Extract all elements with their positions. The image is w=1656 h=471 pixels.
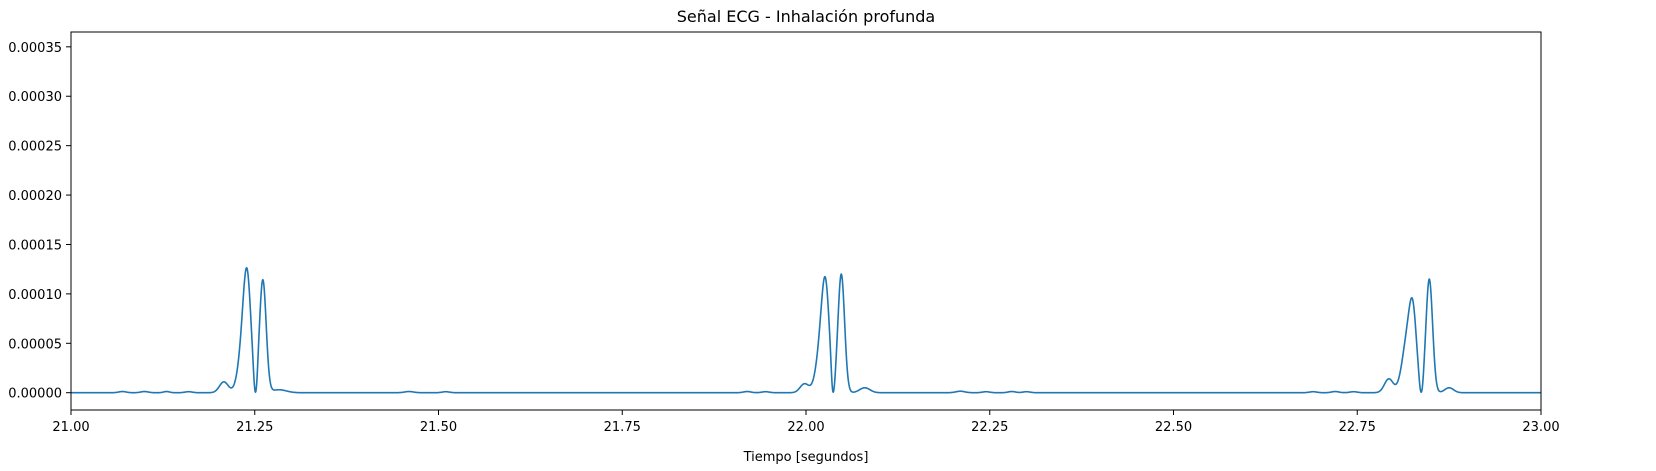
x-tick-label: 22.25 (971, 420, 1008, 435)
x-tick-label: 23.00 (1522, 420, 1559, 435)
plot-frame (70, 31, 1542, 411)
y-tick-label: 0.00005 (8, 337, 62, 352)
x-tick-label: 22.50 (1155, 420, 1192, 435)
y-tick-label: 0.00030 (8, 90, 62, 105)
chart-title: Señal ECG - Inhalación profunda (677, 7, 935, 26)
x-tick-label: 21.25 (236, 420, 273, 435)
y-tick-label: 0.00035 (8, 41, 62, 56)
plot-area (70, 266, 1542, 394)
y-tick-label: 0.00010 (8, 288, 62, 303)
x-tick-label: 21.50 (420, 420, 457, 435)
x-tick-label: 21.75 (604, 420, 641, 435)
x-tick-label: 21.00 (52, 420, 89, 435)
y-tick-label: 0.00015 (8, 238, 62, 253)
y-tick-label: 0.00000 (8, 387, 62, 402)
x-axis: 21.00 21.25 21.50 21.75 22.00 22.25 22.50 22.75… (52, 410, 1560, 435)
y-tick-label: 0.00025 (8, 140, 62, 155)
x-tick-label: 22.00 (787, 420, 824, 435)
x-axis-label: Tiempo [segundos] (743, 450, 869, 465)
x-tick-label: 22.75 (1339, 420, 1376, 435)
y-axis: 0.00000 0.00005 0.00010 0.00015 0.00020 0.000… (8, 41, 71, 402)
y-tick-label: 0.00020 (8, 189, 62, 204)
ecg-series-line (70, 266, 1542, 394)
